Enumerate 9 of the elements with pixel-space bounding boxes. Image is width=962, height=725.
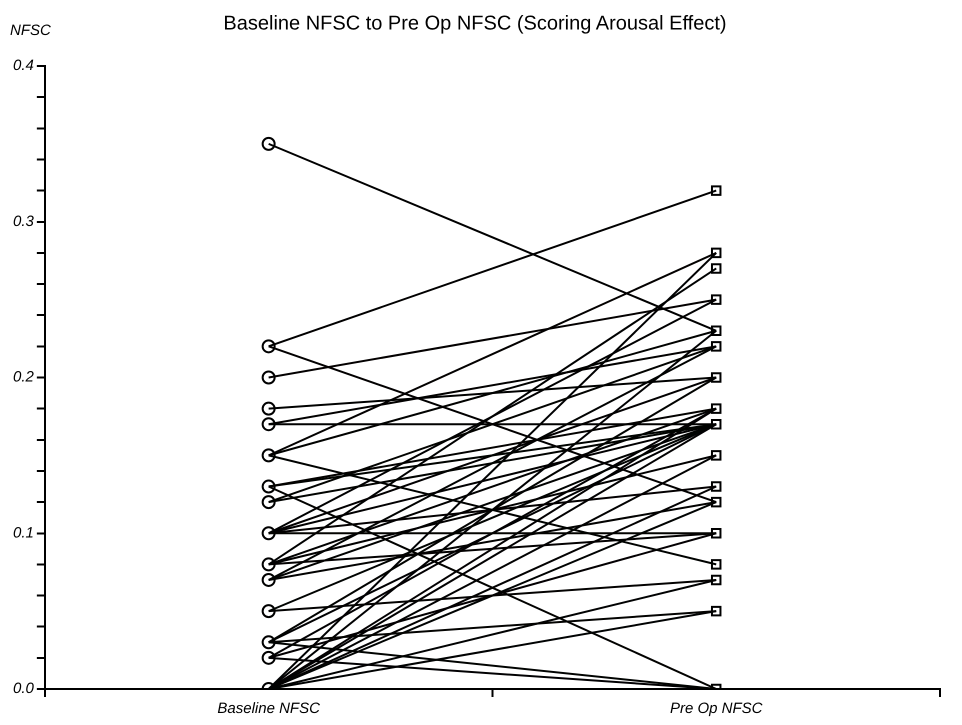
chart-title: Baseline NFSC to Pre Op NFSC (Scoring Arousal Effect) — [223, 12, 727, 35]
x-tick-label: Baseline NFSC — [217, 700, 320, 718]
y-tick-label: 0.1 — [12, 524, 34, 542]
y-tick-label: 0.2 — [12, 368, 34, 386]
y-tick-label: 0.4 — [12, 57, 34, 74]
y-axis-title: NFSC — [10, 22, 51, 39]
y-tick-label: 0.0 — [12, 680, 34, 698]
y-tick-label: 0.3 — [12, 212, 34, 230]
x-tick-label: Pre Op NFSC — [670, 700, 763, 718]
